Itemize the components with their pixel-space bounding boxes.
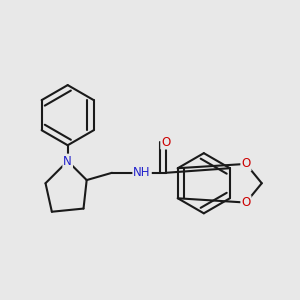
Text: O: O	[241, 158, 250, 170]
Text: N: N	[63, 154, 72, 168]
Text: NH: NH	[133, 166, 151, 179]
Text: O: O	[241, 196, 250, 209]
Text: O: O	[161, 136, 170, 148]
